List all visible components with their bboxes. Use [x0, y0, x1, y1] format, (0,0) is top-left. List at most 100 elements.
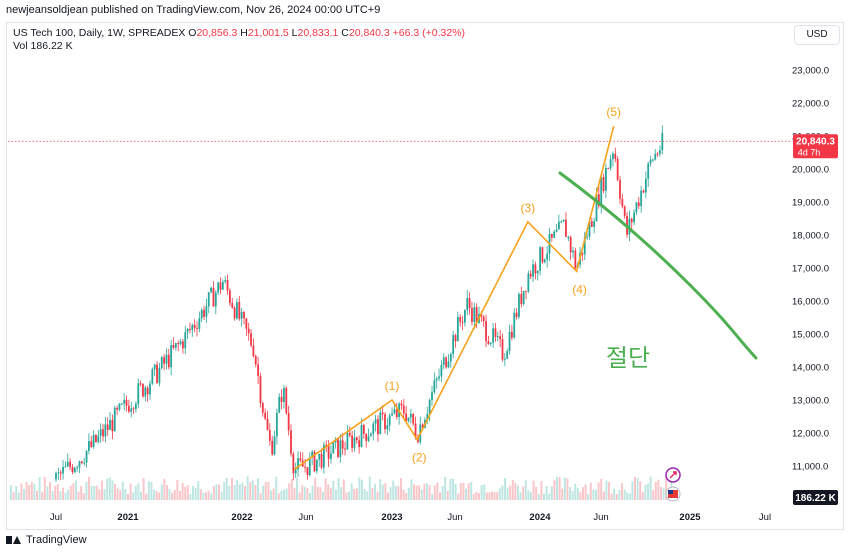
volume-legend[interactable]: Vol 186.22 K [13, 40, 73, 52]
volume-bar [43, 476, 46, 500]
volume-bar [527, 490, 530, 500]
candle-body [449, 354, 452, 362]
volume-bar [322, 491, 324, 500]
candle-body [400, 403, 403, 406]
volume-bar [223, 482, 226, 500]
candle-body [391, 413, 393, 416]
volume-bar [220, 491, 223, 500]
volume-bar [394, 485, 397, 500]
y-tick-label: 11,000.0 [792, 462, 828, 473]
candle-body [616, 158, 619, 180]
volume-bar [69, 485, 72, 500]
volume-bar [550, 486, 553, 500]
candle-body [452, 335, 455, 355]
candle-body [431, 392, 433, 401]
volume-bar [405, 493, 408, 500]
candle-body [226, 280, 229, 291]
volume-bar [540, 480, 543, 500]
candle-body [647, 163, 650, 179]
volume-bar [30, 481, 33, 500]
volume-bar [98, 489, 101, 500]
footer-brand[interactable]: TradingView [6, 534, 87, 546]
candle-body [229, 290, 231, 303]
candle-body [560, 221, 563, 223]
candle-body [362, 425, 365, 434]
volume-bar [46, 486, 49, 500]
candle-body [353, 437, 356, 448]
volume-bar [537, 493, 540, 500]
volume-bar [475, 491, 478, 500]
volume-bar [51, 490, 54, 500]
volume-bar [342, 479, 345, 500]
candle-body [567, 236, 570, 238]
volume-bar [41, 491, 44, 500]
candle-body [562, 219, 565, 222]
volume-bar [249, 482, 252, 500]
symbol-name[interactable]: US Tech 100, Daily, 1W, SPREADEX [13, 27, 186, 39]
volume-bar [641, 491, 644, 500]
candle-body [438, 376, 440, 379]
volume-bar [595, 489, 597, 500]
candle-body [83, 462, 86, 464]
candle-body [360, 425, 363, 448]
candle-body [539, 247, 541, 271]
volume-bar [314, 477, 317, 500]
candle-body [266, 418, 269, 430]
candle-body [555, 229, 558, 232]
volume-bar [25, 482, 28, 500]
volume-bar [368, 476, 371, 500]
candle-body [268, 429, 271, 441]
volume-bar [108, 477, 111, 500]
candle-body [529, 273, 532, 277]
candle-body [466, 298, 469, 311]
candle-body [71, 466, 74, 473]
candle-body [612, 153, 614, 160]
candle-body [435, 378, 438, 381]
candle-body [588, 221, 591, 237]
volume-bar [56, 484, 59, 500]
candle-body [146, 387, 149, 395]
x-tick-label: Jun [593, 512, 608, 523]
candle-body [344, 448, 346, 450]
candle-body [153, 364, 156, 370]
candle-body [569, 236, 572, 253]
volume-bar [470, 481, 473, 500]
volume-bar [556, 476, 558, 500]
candle-body [471, 308, 473, 323]
close-value: 20,840.3 [348, 27, 390, 39]
candle-body [57, 472, 60, 474]
volume-bar [155, 490, 158, 500]
volume-bar [457, 493, 460, 500]
candle-body [99, 429, 102, 436]
candle-body [203, 309, 205, 317]
volume-bar [545, 486, 548, 500]
candle-body [635, 202, 638, 213]
candle-body [614, 153, 617, 159]
volume-bar [228, 485, 231, 500]
volume-bar [410, 479, 413, 500]
candle-body [172, 345, 175, 348]
bar-countdown: 4d 7h [798, 147, 821, 157]
candle-body [503, 358, 506, 360]
elliott-wave-line [293, 125, 615, 470]
candle-body [652, 159, 654, 161]
candle-body [379, 412, 382, 435]
volume-bar [212, 486, 215, 500]
candle-body [240, 312, 243, 319]
volume-bar [288, 483, 291, 500]
volume-bar [194, 487, 197, 500]
candle-body [358, 440, 361, 448]
symbol-legend[interactable]: US Tech 100, Daily, 1W, SPREADEX O20,856… [13, 27, 465, 40]
candle-body [264, 412, 267, 419]
volume-bar [579, 492, 582, 500]
trend-line [558, 171, 758, 360]
volume-bar [298, 492, 301, 500]
chart-frame[interactable] [6, 22, 844, 530]
volume-bar [496, 492, 499, 500]
currency-button[interactable]: USD [794, 25, 840, 45]
candle-body [292, 453, 295, 474]
x-tick-label: 2021 [117, 512, 139, 523]
volume-bar [267, 481, 270, 500]
volume-bar [319, 486, 322, 500]
